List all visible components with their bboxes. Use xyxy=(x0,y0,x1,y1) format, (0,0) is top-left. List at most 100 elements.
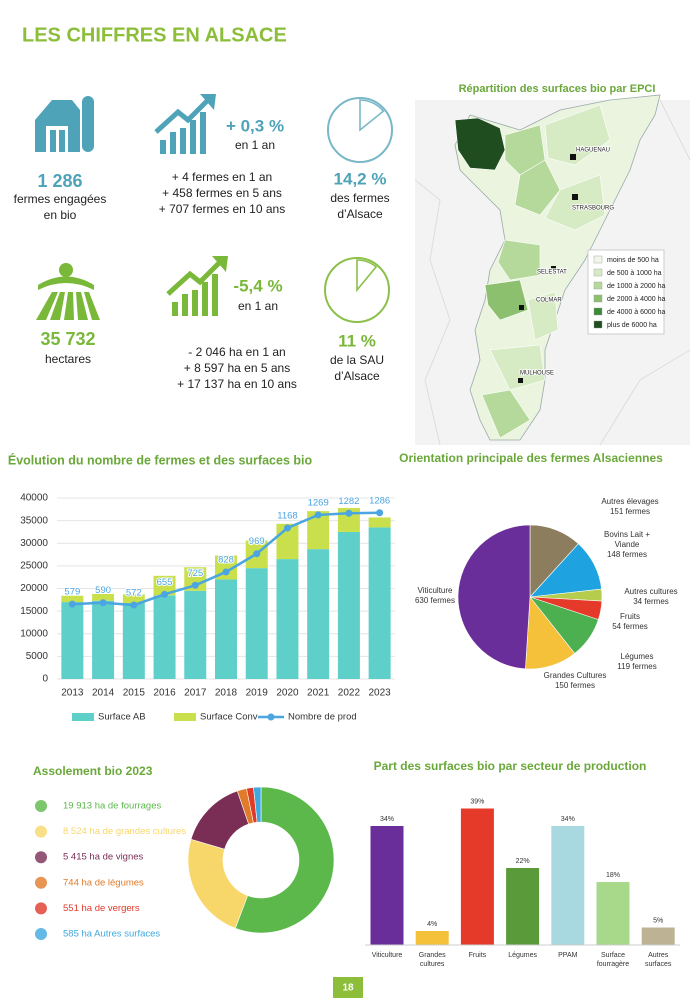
line-point xyxy=(222,568,230,576)
map-legend-label: de 1000 à 2000 ha xyxy=(607,283,665,290)
pie-category: Légumes xyxy=(620,652,654,661)
pie-value-label: 54 fermes xyxy=(612,622,648,631)
x-tick-label: 2022 xyxy=(338,688,361,699)
x-tick-label: 2016 xyxy=(153,688,176,699)
pie-label: Légumes 119 fermes xyxy=(602,652,672,672)
stat-share: 11 % xyxy=(338,331,376,350)
donut-legend-label: 19 913 ha de fourrages xyxy=(63,801,161,812)
line-point xyxy=(99,599,107,607)
pie-label: Grandes Cultures 150 fermes xyxy=(540,671,610,691)
pie-value-label: 148 fermes xyxy=(606,550,648,559)
bar-value-label: 34% xyxy=(380,816,394,823)
bar-category-label: Surface fourragère xyxy=(589,951,637,969)
point-label: 1282 xyxy=(338,496,359,507)
line-point xyxy=(314,511,322,519)
line-point xyxy=(376,509,384,517)
pie-category: Autres élevages xyxy=(601,497,659,506)
point-label: 572 xyxy=(126,588,142,599)
stat-value: 1 286 xyxy=(37,171,82,191)
share-wedge xyxy=(356,259,378,293)
field-icon xyxy=(36,263,100,320)
bar xyxy=(122,602,145,679)
pie-category: Fruits xyxy=(620,612,640,621)
legend-icon xyxy=(35,825,47,838)
legend-swatch xyxy=(267,713,275,721)
stat-period: en 1 an xyxy=(238,299,278,313)
chart-title: Évolution du nombre de fermes et des sur… xyxy=(8,452,313,467)
map-city: HAGUENAU xyxy=(576,148,610,154)
pie-label: Bovins Lait + Viande 148 fermes xyxy=(592,530,662,560)
x-tick-label: 2014 xyxy=(92,688,115,699)
bar-category-label: Fruits xyxy=(453,951,501,960)
donut-slice xyxy=(187,838,249,929)
chart-title: Orientation principale des fermes Alsaci… xyxy=(399,451,663,465)
map-legend-label: de 2000 à 4000 ha xyxy=(607,296,665,303)
legend-label: Surface Conv xyxy=(200,712,258,723)
stat-text: + 4 fermes en 1 an xyxy=(172,170,272,184)
y-tick-label: 15000 xyxy=(20,606,48,617)
page-number-box xyxy=(333,977,363,998)
donut-legend-label: 585 ha Autres surfaces xyxy=(63,929,160,940)
bar xyxy=(92,593,115,601)
point-label: 969 xyxy=(249,536,265,547)
y-tick-label: 35000 xyxy=(20,515,48,526)
map-city: MULHOUSE xyxy=(520,371,554,377)
map-city: STRASBOURG xyxy=(572,206,614,212)
bar-category: Viticulture xyxy=(371,952,403,959)
legend-icon xyxy=(35,876,47,889)
bar xyxy=(370,826,404,945)
stat-text: des fermes xyxy=(330,191,389,205)
bar xyxy=(415,931,449,945)
map-legend-swatch xyxy=(593,307,603,316)
point-label: 655 xyxy=(157,577,173,588)
bar xyxy=(307,511,330,550)
point-label: 579 xyxy=(64,587,80,598)
x-tick-label: 2019 xyxy=(246,688,269,699)
y-tick-label: 20000 xyxy=(20,583,48,594)
map-legend-swatch xyxy=(593,320,603,329)
chart-title: Part des surfaces bio par secteur de pro… xyxy=(374,759,647,773)
x-tick-label: 2021 xyxy=(307,688,330,699)
x-tick-label: 2020 xyxy=(276,688,299,699)
donut-slice xyxy=(234,786,335,934)
page-title: LES CHIFFRES EN ALSACE xyxy=(22,24,287,46)
y-tick-label: 5000 xyxy=(26,651,49,662)
stat-period: en 1 an xyxy=(235,138,275,152)
stat-text: fermes engagées xyxy=(14,192,107,206)
bar xyxy=(245,568,268,679)
legend-icon xyxy=(35,902,47,915)
x-tick-label: 2017 xyxy=(184,688,207,699)
line-point xyxy=(191,581,199,589)
bar-category-label: Légumes xyxy=(499,951,547,960)
bar xyxy=(368,527,391,679)
stat-text: de la SAU xyxy=(330,353,384,367)
donut-legend-label: 744 ha de légumes xyxy=(63,877,144,888)
bar-category-label: Grandes cultures xyxy=(408,951,456,969)
pie-label: Fruits 54 fermes xyxy=(605,612,655,632)
map-legend-label: de 4000 à 6000 ha xyxy=(607,309,665,316)
line-point xyxy=(283,524,291,532)
y-tick-label: 0 xyxy=(42,674,48,685)
bar xyxy=(92,600,115,679)
bar xyxy=(460,808,494,945)
bar-category: Fruits xyxy=(468,952,487,959)
legend-icon xyxy=(35,851,47,864)
stat-text: d’Alsace xyxy=(334,369,380,383)
pie-value-label: 119 fermes xyxy=(617,662,657,671)
line-point xyxy=(253,550,261,558)
bar xyxy=(184,590,207,679)
bar-category: Autres surfaces xyxy=(644,952,672,968)
bar-category-label: Autres surfaces xyxy=(634,951,682,969)
stat-text: + 17 137 ha en 10 ans xyxy=(177,377,297,391)
map-title: Répartition des surfaces bio par EPCI xyxy=(459,83,656,95)
bar xyxy=(153,595,176,679)
bar xyxy=(641,927,675,945)
point-label: 590 xyxy=(95,585,111,596)
point-label: 828 xyxy=(218,554,234,565)
pie-label: Viticulture 630 fermes xyxy=(400,586,470,606)
stat-text: hectares xyxy=(45,352,91,366)
y-tick-label: 10000 xyxy=(20,628,48,639)
legend-label: Nombre de prod xyxy=(288,712,357,723)
